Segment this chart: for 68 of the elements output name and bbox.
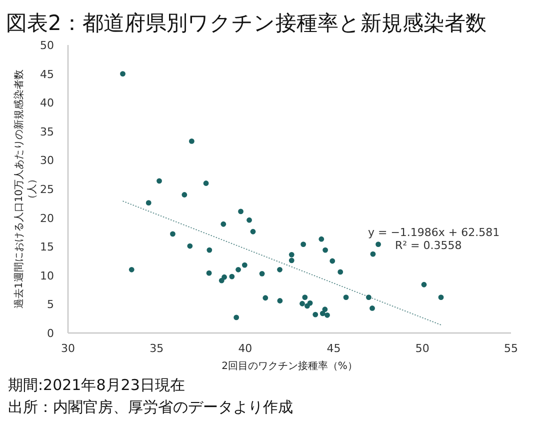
y-tick-label: 40	[40, 96, 54, 110]
point	[218, 278, 224, 284]
point	[206, 247, 212, 253]
point	[238, 208, 244, 214]
x-tick-label: 45	[326, 342, 341, 355]
point	[302, 294, 308, 300]
point	[300, 300, 305, 306]
point	[188, 138, 194, 144]
annotation: R² = 0.3558	[395, 239, 462, 252]
point	[366, 294, 372, 300]
x-tick-label: 35	[150, 342, 164, 355]
point	[438, 294, 444, 300]
point	[206, 270, 212, 276]
point	[307, 300, 313, 306]
point	[288, 252, 294, 258]
point	[250, 228, 256, 234]
point	[146, 200, 152, 206]
y-tick-label: 45	[40, 68, 54, 81]
point	[203, 180, 209, 186]
point	[312, 312, 318, 318]
x-axis-title: 2回目のワクチン接種率（%）	[222, 360, 358, 372]
point	[187, 243, 193, 249]
point	[343, 294, 349, 300]
y-tick-label: 20	[40, 212, 54, 225]
point	[288, 258, 294, 264]
point	[229, 274, 235, 280]
point	[242, 262, 248, 268]
point	[236, 266, 241, 272]
x-tick-label: 40	[238, 342, 252, 355]
point	[421, 282, 427, 288]
point	[338, 269, 344, 275]
x-tick-label: 50	[415, 342, 430, 355]
point	[370, 251, 376, 257]
x-tick-label: 30	[61, 342, 75, 355]
point	[234, 314, 240, 320]
point	[277, 298, 283, 304]
y-tick-label: 50	[40, 39, 54, 52]
text: 期間:2021年8月23日現在	[8, 376, 185, 394]
point	[277, 266, 282, 272]
point	[330, 258, 336, 264]
point	[322, 306, 328, 312]
point	[370, 306, 375, 311]
y-tick-label: 30	[40, 154, 54, 168]
y-tick-label: 25	[40, 183, 54, 196]
y-tick-label: 0	[47, 327, 54, 340]
point	[128, 266, 134, 272]
point	[324, 312, 330, 318]
y-tick-label: 5	[47, 298, 54, 312]
point	[259, 270, 265, 276]
point	[120, 71, 126, 76]
point	[170, 231, 176, 237]
point	[156, 178, 162, 184]
y-tick-label: 15	[40, 240, 54, 254]
point	[300, 242, 306, 247]
y-tick-label: 10	[40, 269, 54, 282]
point	[182, 192, 188, 198]
y-tick-label: 35	[40, 125, 54, 138]
text: 出所：内閣官房、厚労省のデータより作成	[8, 398, 293, 416]
y-axis-title: 過去1週間における人口10万人あたりの新規感染者数（人）	[13, 69, 38, 309]
point	[376, 242, 381, 247]
point	[318, 236, 324, 242]
x-tick-label: 55	[504, 342, 518, 355]
point	[262, 295, 268, 301]
point	[220, 221, 226, 227]
annotation: y = −1.1986x + 62.581	[368, 226, 500, 239]
chart-title: 図表2：都道府県別ワクチン接種率と新規感染者数	[6, 11, 486, 35]
point	[322, 247, 328, 253]
point	[246, 217, 252, 223]
